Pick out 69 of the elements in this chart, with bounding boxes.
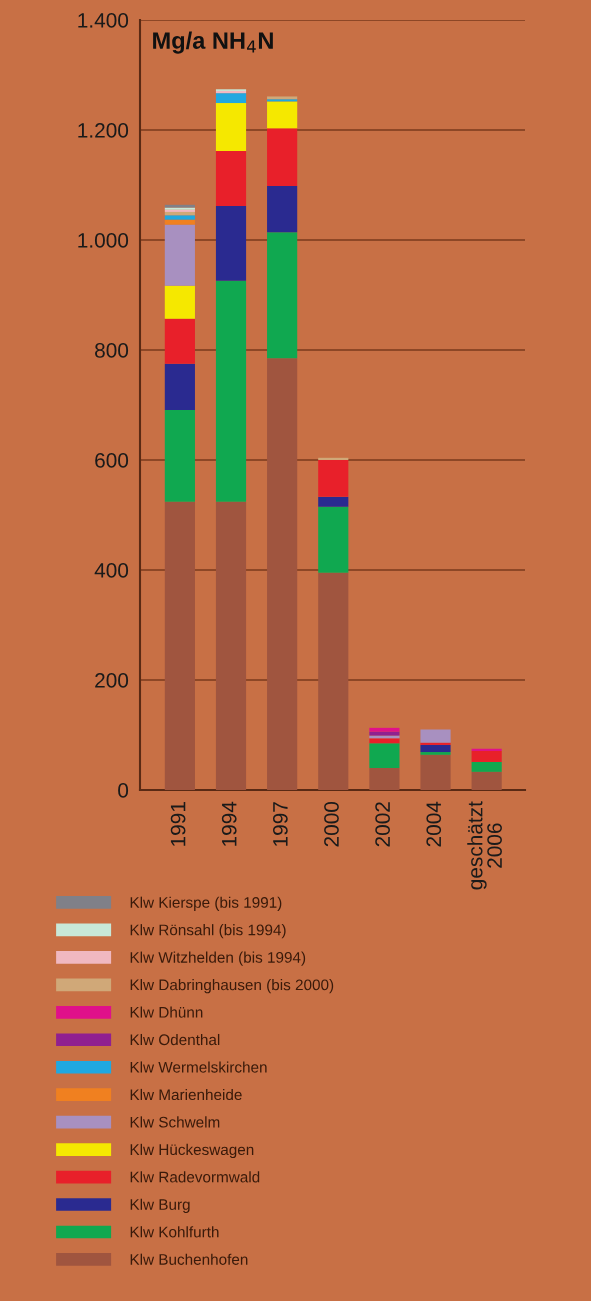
legend-label: Klw Rönsahl (bis 1994) (130, 924, 286, 939)
bar (318, 572, 349, 790)
bar (164, 501, 195, 790)
x-tick-label: 2004 (426, 801, 442, 847)
legend-label: Klw Dhünn (130, 1006, 203, 1018)
legend-label: Klw Witzhelden (bis 1994) (130, 951, 306, 966)
legend-label: Klw Buchenhofen (130, 1253, 248, 1265)
bar (471, 750, 502, 762)
bar (164, 215, 195, 220)
bar (420, 752, 451, 755)
bar (471, 771, 502, 790)
bar (420, 729, 451, 743)
x-tick-label: geschätzt 2006 (467, 801, 502, 890)
bar (318, 460, 349, 497)
bar (215, 103, 247, 151)
y-tick-label: 1.000 (78, 233, 129, 248)
bar (164, 219, 195, 225)
legend-label: Klw Wermelskirchen (130, 1061, 267, 1073)
legend-label: Klw Odenthal (130, 1033, 220, 1046)
bar (369, 738, 400, 744)
bar (164, 363, 195, 410)
bar (318, 506, 349, 573)
bar (267, 232, 298, 359)
x-tick-label: 2002 (375, 802, 390, 847)
bar (318, 457, 349, 460)
bar (215, 150, 247, 206)
bar (318, 496, 349, 507)
legend-label: Klw Marienheide (130, 1088, 242, 1101)
bar (369, 731, 400, 736)
bar (471, 761, 502, 772)
y-tick-label: 1.400 (78, 13, 129, 28)
x-tick-label: 1991 (170, 802, 186, 846)
y-tick-label: 1.200 (78, 123, 129, 138)
bar (164, 409, 195, 502)
y-tick-label: 200 (95, 673, 129, 688)
bar (215, 93, 247, 104)
bar (164, 285, 195, 319)
chart-title: Mg/a NH$_{4}$N (153, 31, 273, 54)
bar (420, 744, 451, 753)
legend-label: Klw Dabringhausen (bis 2000) (130, 979, 334, 994)
bar (215, 501, 247, 790)
x-tick-label: 1997 (272, 802, 288, 846)
bar (369, 768, 400, 790)
legend-label: Klw Burg (130, 1198, 190, 1213)
x-tick-label: 2000 (324, 801, 339, 847)
x-tick-label: 1994 (221, 801, 237, 846)
bar (420, 754, 451, 790)
bar (369, 743, 400, 768)
bar (267, 101, 298, 129)
legend-label: Klw Hückeswagen (130, 1143, 254, 1159)
y-tick-label: 800 (95, 343, 129, 358)
bar (267, 358, 298, 790)
bar (164, 318, 195, 364)
legend-label: Klw Radevormwald (130, 1171, 260, 1183)
bar (164, 224, 195, 286)
y-tick-label: 0 (118, 783, 129, 798)
bar (215, 280, 247, 502)
bar (164, 211, 195, 216)
bar (471, 748, 502, 751)
bar (267, 186, 298, 233)
bar (267, 128, 298, 187)
legend-label: Klw Schwelm (130, 1116, 220, 1128)
bar (215, 205, 247, 281)
bar (369, 727, 400, 732)
legend-label: Klw Kohlfurth (130, 1226, 219, 1238)
bar (420, 742, 451, 745)
y-tick-label: 400 (94, 563, 129, 578)
y-tick-label: 600 (95, 453, 129, 468)
legend-label: Klw Kierspe (bis 1991) (130, 896, 282, 911)
